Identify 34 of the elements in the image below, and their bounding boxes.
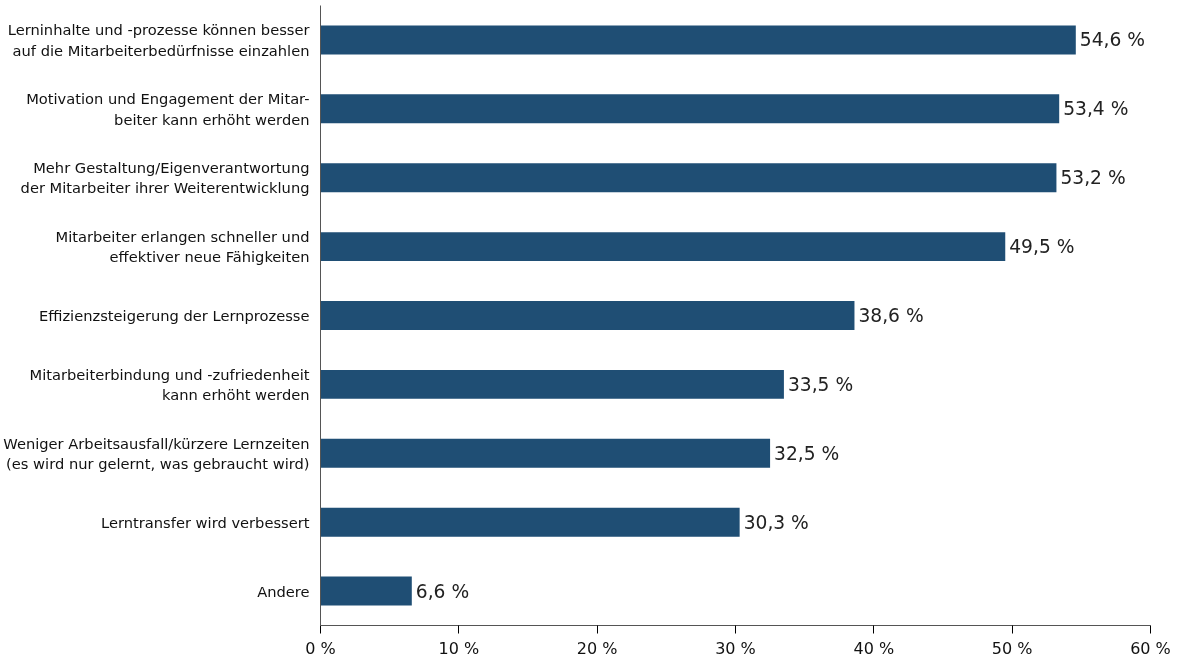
bar [320, 301, 855, 330]
x-tick-label: 60 % [1130, 638, 1171, 658]
data-label: 30,3 % [743, 511, 809, 533]
data-label: 38,6 % [858, 305, 924, 326]
bar [320, 507, 740, 537]
y-tick-label: Motivation und Engagement der Mitar- beiter kann erhöht werden [26, 90, 310, 128]
data-label: 6,6 % [415, 580, 470, 602]
x-tick-label: 30 % [715, 638, 756, 658]
y-tick-label: Mitarbeiterbindung und -zufriedenheit kann erhöht werden [29, 365, 310, 404]
y-tick-label: Lerntransfer wird verbessert [101, 513, 310, 531]
bar [320, 94, 1060, 124]
x-tick-label: 50 % [991, 638, 1033, 658]
x-tick-label: 0 % [305, 638, 336, 658]
x-tick-label: 10 % [438, 638, 480, 658]
y-tick-label: Mehr Gestaltung/Eigenverantwortung der Mitarbeiter ihrer Weiterentwicklung [20, 159, 310, 197]
y-tick-label: Lerninhalte und -prozesse können besser auf die Mitarbeiterbedürfnisse einzahlen [7, 21, 311, 59]
y-tick-label: Weniger Arbeitsausfall/kürzere Lernzeiten (es wird nur gelernt, was gebraucht wird) [3, 434, 310, 472]
bar [320, 232, 1006, 262]
x-tick-label: 20 % [576, 638, 618, 658]
data-label: 49,5 % [1009, 236, 1075, 258]
x-tick-label: 40 % [853, 638, 895, 658]
data-label: 32,5 % [774, 442, 840, 464]
y-tick-label: Andere [257, 582, 310, 600]
bar [320, 163, 1057, 193]
bar [320, 438, 771, 468]
bar [320, 25, 1076, 55]
data-label: 33,5 % [787, 373, 854, 395]
data-label: 54,6 % [1079, 29, 1145, 51]
bar [320, 576, 412, 606]
y-tick-label: Effizienzsteigerung der Lernprozesse [38, 307, 310, 324]
y-tick-label: Mitarbeiter erlangen schneller und effektiver neue Fähigkeiten [55, 227, 310, 266]
bar [320, 369, 784, 399]
data-label: 53,4 % [1063, 98, 1129, 120]
data-label: 53,2 % [1060, 167, 1126, 189]
